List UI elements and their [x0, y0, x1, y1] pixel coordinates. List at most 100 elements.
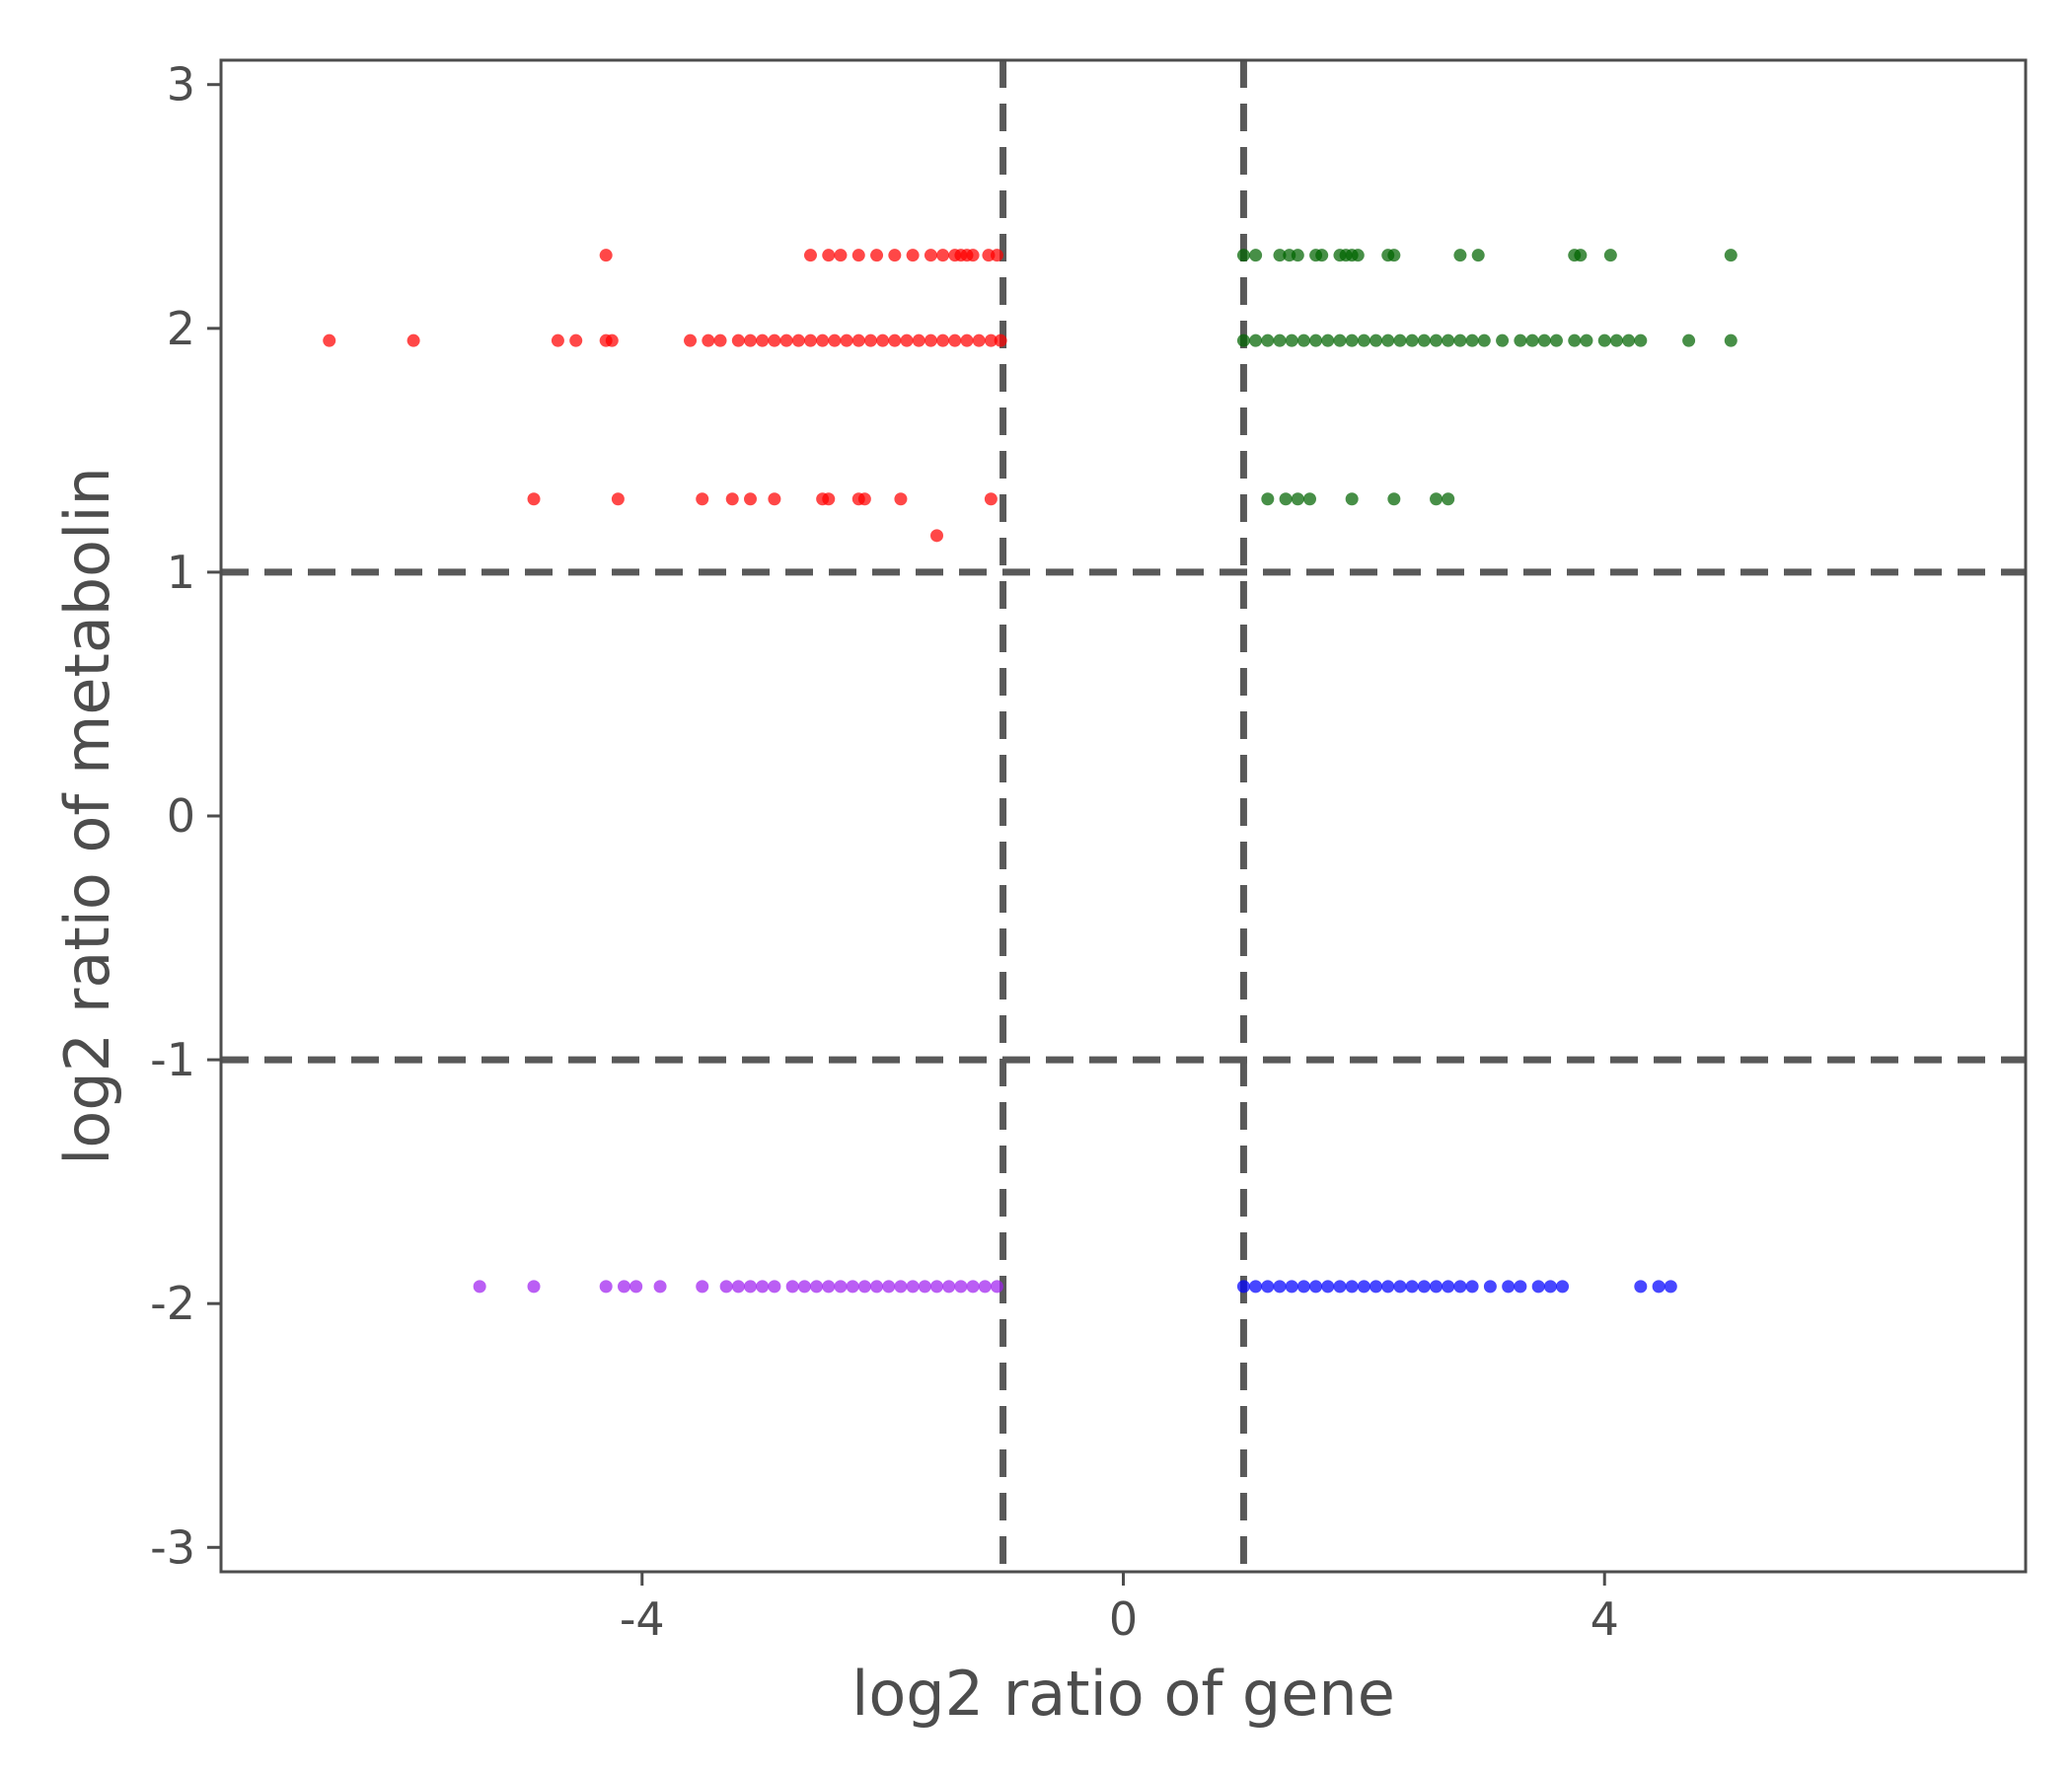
- data-point: [527, 492, 541, 506]
- data-point: [1236, 249, 1250, 262]
- data-point: [653, 1280, 667, 1294]
- data-point: [1568, 333, 1582, 347]
- data-point: [1381, 333, 1395, 347]
- data-point: [1296, 1280, 1310, 1294]
- data-point: [900, 333, 914, 347]
- data-point: [1302, 492, 1316, 506]
- data-point: [1236, 1280, 1250, 1294]
- data-point: [1345, 492, 1359, 506]
- data-point: [1471, 249, 1485, 262]
- data-point: [876, 333, 890, 347]
- data-point: [990, 1280, 1003, 1294]
- data-point: [1321, 1280, 1335, 1294]
- data-point: [744, 1280, 758, 1294]
- data-point: [1724, 333, 1738, 347]
- data-point: [1387, 492, 1401, 506]
- data-point: [599, 1280, 613, 1294]
- data-point: [1652, 1280, 1665, 1294]
- series-group: [323, 249, 1007, 543]
- y-tick-label: 0: [167, 789, 195, 843]
- data-point: [1279, 492, 1293, 506]
- data-point: [1273, 249, 1287, 262]
- data-point: [1483, 1280, 1497, 1294]
- data-point: [1315, 249, 1329, 262]
- data-point: [1321, 333, 1335, 347]
- data-point: [954, 1280, 968, 1294]
- data-point: [1580, 333, 1593, 347]
- data-point: [719, 1280, 733, 1294]
- data-point: [791, 333, 805, 347]
- data-point: [1333, 1280, 1347, 1294]
- data-point: [1514, 1280, 1527, 1294]
- data-point: [1369, 1280, 1383, 1294]
- data-point: [1261, 1280, 1275, 1294]
- data-point: [323, 333, 336, 347]
- data-point: [1381, 1280, 1395, 1294]
- data-point: [731, 1280, 745, 1294]
- data-point: [1477, 333, 1491, 347]
- data-point: [1465, 333, 1479, 347]
- data-point: [1261, 333, 1275, 347]
- data-point: [1249, 249, 1263, 262]
- data-point: [1357, 1280, 1370, 1294]
- data-point: [1285, 333, 1298, 347]
- data-point: [1393, 1280, 1407, 1294]
- data-point: [984, 333, 998, 347]
- data-point: [978, 1280, 992, 1294]
- data-point: [1296, 333, 1310, 347]
- y-tick-label: -1: [150, 1033, 195, 1086]
- data-point: [1291, 492, 1304, 506]
- data-point: [1537, 333, 1551, 347]
- data-point: [990, 249, 1003, 262]
- data-point: [684, 333, 698, 347]
- data-point: [1405, 1280, 1419, 1294]
- data-point: [1236, 333, 1250, 347]
- data-point: [1502, 1280, 1516, 1294]
- data-point: [1351, 249, 1365, 262]
- data-point: [1634, 1280, 1648, 1294]
- data-point: [1430, 333, 1443, 347]
- data-point: [948, 333, 962, 347]
- data-point: [569, 333, 583, 347]
- data-point: [1543, 1280, 1557, 1294]
- data-point: [822, 492, 836, 506]
- data-point: [840, 333, 853, 347]
- data-point: [1345, 1280, 1359, 1294]
- data-point: [756, 1280, 770, 1294]
- data-point: [797, 1280, 811, 1294]
- data-point: [834, 1280, 848, 1294]
- data-point: [1261, 492, 1275, 506]
- data-point: [1417, 333, 1431, 347]
- data-point: [857, 1280, 871, 1294]
- data-point: [1609, 333, 1623, 347]
- data-point: [1442, 333, 1455, 347]
- data-point: [696, 492, 709, 506]
- y-axis-ticks: 3 2 1 0 -1 -2 -3: [150, 58, 221, 1574]
- data-point: [882, 1280, 896, 1294]
- data-point: [894, 492, 908, 506]
- data-points: [323, 249, 1738, 1294]
- data-point: [1309, 1280, 1323, 1294]
- data-point: [1430, 1280, 1443, 1294]
- data-point: [822, 249, 836, 262]
- data-point: [768, 492, 781, 506]
- threshold-lines: [221, 60, 2026, 1572]
- data-point: [407, 333, 420, 347]
- data-point: [834, 249, 848, 262]
- data-point: [906, 249, 920, 262]
- data-point: [1309, 333, 1323, 347]
- data-point: [785, 1280, 799, 1294]
- data-point: [1574, 249, 1588, 262]
- data-point: [779, 333, 793, 347]
- data-point: [994, 333, 1007, 347]
- data-point: [629, 1280, 643, 1294]
- data-point: [888, 333, 902, 347]
- data-point: [1496, 333, 1510, 347]
- data-point: [768, 333, 781, 347]
- data-point: [1357, 333, 1370, 347]
- data-point: [924, 249, 937, 262]
- data-point: [936, 249, 950, 262]
- data-point: [1273, 1280, 1287, 1294]
- y-axis-title: log2 ratio of metabolin: [51, 467, 123, 1165]
- data-point: [473, 1280, 486, 1294]
